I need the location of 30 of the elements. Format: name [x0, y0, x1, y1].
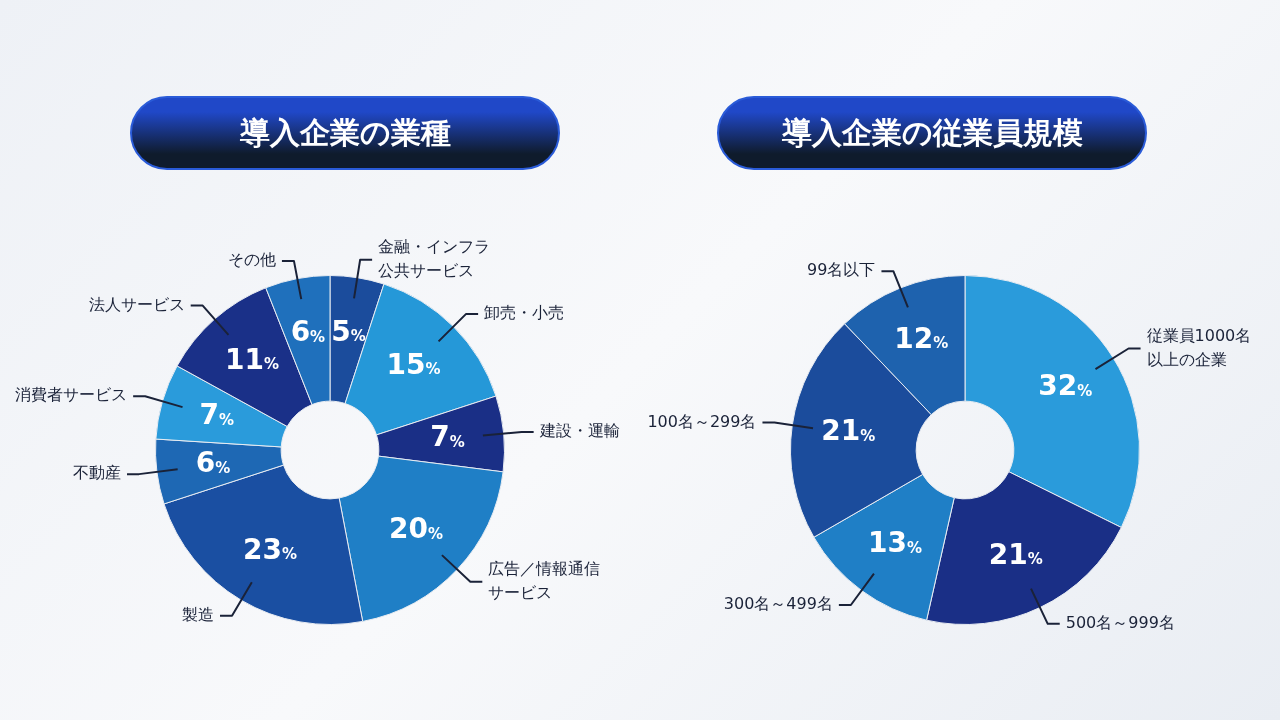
- slice-label: 300名～499名: [723, 594, 833, 614]
- slice-label: 100名～299名: [647, 411, 757, 431]
- data-label: 21%: [988, 537, 1043, 571]
- slice-label: 不動産: [73, 463, 122, 483]
- slice-label: 金融・インフラ公共サービス: [378, 237, 491, 281]
- slice-label: 建設・運輸: [538, 421, 620, 441]
- slice-label: その他: [227, 250, 276, 270]
- data-label: 13%: [868, 526, 923, 560]
- data-label: 6%: [195, 446, 231, 480]
- data-label: 7%: [430, 420, 465, 454]
- data-label: 21%: [821, 414, 876, 448]
- data-label: 23%: [242, 532, 297, 566]
- data-label: 7%: [199, 398, 234, 432]
- slice-label: 製造: [182, 604, 215, 624]
- data-label: 12%: [894, 321, 949, 355]
- chart-title: 導入企業の従業員規模: [717, 96, 1147, 170]
- data-label: 6%: [290, 315, 326, 349]
- data-label: 20%: [388, 512, 443, 546]
- chart-title: 導入企業の業種: [130, 96, 560, 170]
- slice-label: 99名以下: [807, 260, 876, 280]
- data-label: 5%: [331, 314, 366, 348]
- data-label: 15%: [386, 347, 441, 381]
- slice-label: 卸売・小売: [484, 303, 565, 323]
- slice-label: 従業員1000名以上の企業: [1146, 325, 1252, 369]
- slice-label: 消費者サービス: [15, 385, 128, 405]
- slice-label: 法人サービス: [88, 294, 185, 314]
- slice-label: 500名～999名: [1065, 612, 1175, 632]
- slice-label: 広告／情報通信サービス: [488, 558, 601, 602]
- data-label: 11%: [224, 342, 279, 376]
- data-label: 32%: [1038, 369, 1093, 403]
